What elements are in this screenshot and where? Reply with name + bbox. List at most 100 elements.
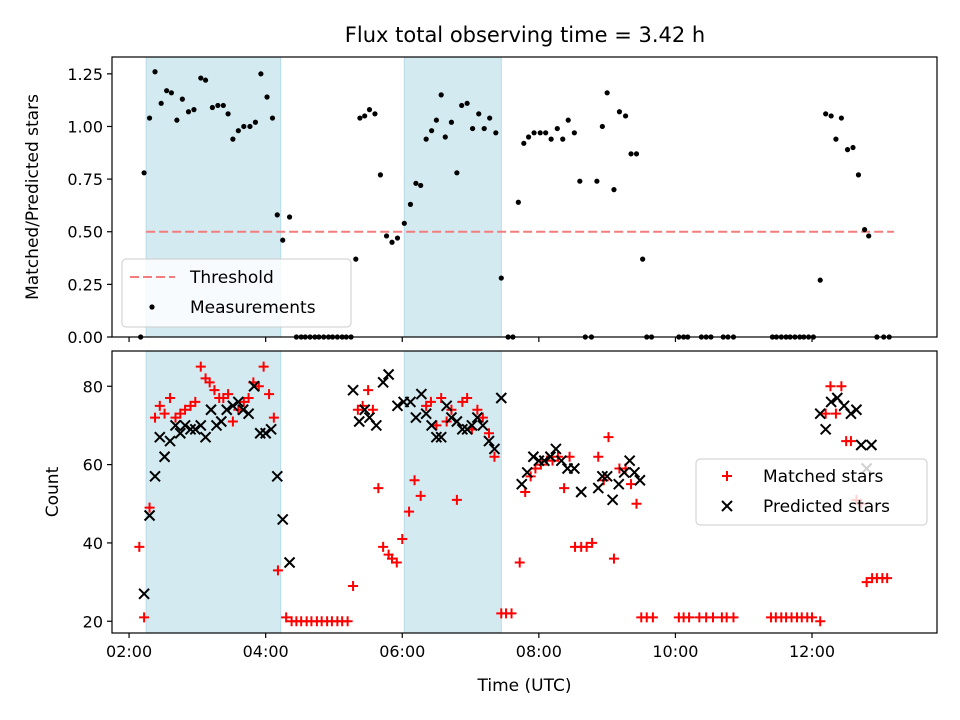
matched-point <box>180 404 191 415</box>
matched-point <box>233 404 244 415</box>
matched-point <box>159 408 170 419</box>
matched-point <box>462 393 473 403</box>
measurement-point <box>442 134 448 140</box>
predicted-point <box>495 392 507 404</box>
predicted-point <box>845 407 857 420</box>
measurement-point <box>164 88 170 94</box>
y-tick-label: 60 <box>83 456 103 475</box>
predicted-point <box>277 513 289 526</box>
measurement-point <box>357 115 363 121</box>
matched-point <box>209 385 220 396</box>
measurement-point <box>640 256 646 262</box>
measurement-point <box>537 130 543 136</box>
measurement-point <box>209 104 215 111</box>
matched-point <box>268 412 279 423</box>
measurement-point <box>616 109 623 115</box>
predicted-point <box>825 396 837 408</box>
predicted-point <box>850 404 863 416</box>
series-measurements <box>138 69 892 340</box>
measurement-point <box>423 136 429 142</box>
matched-point <box>264 389 275 400</box>
matched-point <box>357 400 368 411</box>
matched-point <box>378 541 389 552</box>
y-tick-label: 1.00 <box>67 117 103 136</box>
measurement-point <box>280 237 286 243</box>
predicted-point <box>154 431 166 443</box>
measurement-point <box>633 151 640 157</box>
measurement-point <box>383 233 390 239</box>
bottom-shaded-span <box>145 350 282 634</box>
measurement-point <box>554 125 560 132</box>
measurement-point <box>487 115 493 121</box>
measurement-point <box>274 212 280 218</box>
matched-point <box>845 436 856 447</box>
predicted-point <box>149 470 161 483</box>
bottom-axes-frame <box>111 350 938 634</box>
predicted-point <box>174 427 187 439</box>
measurement-point <box>362 113 368 119</box>
y-tick-label: 20 <box>83 612 103 631</box>
predicted-point <box>516 478 528 490</box>
matched-point <box>144 502 155 513</box>
measurement-point <box>264 94 270 100</box>
measurement-point <box>844 147 851 153</box>
matched-point <box>815 616 826 627</box>
measurement-point <box>389 239 395 245</box>
matched-point <box>728 612 739 623</box>
predicted-point <box>855 439 867 451</box>
matched-point <box>882 573 893 584</box>
measurement-point <box>828 113 834 119</box>
predicted-point <box>606 494 619 506</box>
predicted-point <box>592 482 604 494</box>
measurement-point <box>577 178 583 184</box>
measurement-point <box>198 75 204 81</box>
matched-point <box>807 612 818 623</box>
predicted-point <box>623 454 636 467</box>
top-panel: 0.00 0.25 0.50 0.75 1.00 1.25 Matched/Predicte… <box>23 56 938 347</box>
measurement-point <box>498 275 504 281</box>
measurement-point <box>565 117 571 123</box>
measurement-point <box>454 170 460 176</box>
predicted-point <box>430 431 443 443</box>
bottom-y-axis-label: Count <box>43 466 63 517</box>
matched-point <box>348 581 359 591</box>
measurement-point <box>394 235 401 241</box>
y-tick-label: 40 <box>83 534 103 553</box>
legend-predicted-label: Predicted stars <box>763 497 890 517</box>
predicted-point <box>242 407 255 420</box>
matched-point <box>647 612 658 623</box>
matched-point <box>514 557 525 568</box>
matched-point <box>425 396 436 407</box>
predicted-point <box>521 466 533 479</box>
predicted-point <box>283 556 296 569</box>
legend-matched-label: Matched stars <box>763 467 883 487</box>
matched-point <box>836 381 847 392</box>
measurement-point <box>531 130 537 136</box>
measurement-point <box>481 125 487 132</box>
measurement-point <box>247 123 253 130</box>
measurement-point <box>252 119 259 125</box>
matched-point <box>272 565 283 576</box>
predicted-point <box>488 443 501 455</box>
x-tick-label: 02:00 <box>106 642 152 661</box>
y-tick-label: 1.25 <box>67 65 103 84</box>
matched-point <box>253 381 264 392</box>
predicted-point <box>199 431 212 443</box>
matched-point <box>547 455 558 466</box>
predicted-point <box>358 404 371 416</box>
x-tick-label: 06:00 <box>379 642 425 661</box>
measurement-point <box>823 111 829 117</box>
measurement-point <box>604 90 610 96</box>
matched-point <box>608 553 619 564</box>
x-tick-label: 12:00 <box>789 642 835 661</box>
measurement-point <box>862 227 868 233</box>
y-tick-label: 0.75 <box>67 170 103 189</box>
matched-point <box>825 381 836 392</box>
measurement-point <box>152 69 158 75</box>
predicted-point <box>538 454 551 467</box>
matched-point <box>431 420 442 431</box>
predicted-point <box>814 407 826 420</box>
measurement-point <box>548 136 554 142</box>
predicted-point <box>435 431 447 443</box>
measurement-point <box>866 233 872 239</box>
